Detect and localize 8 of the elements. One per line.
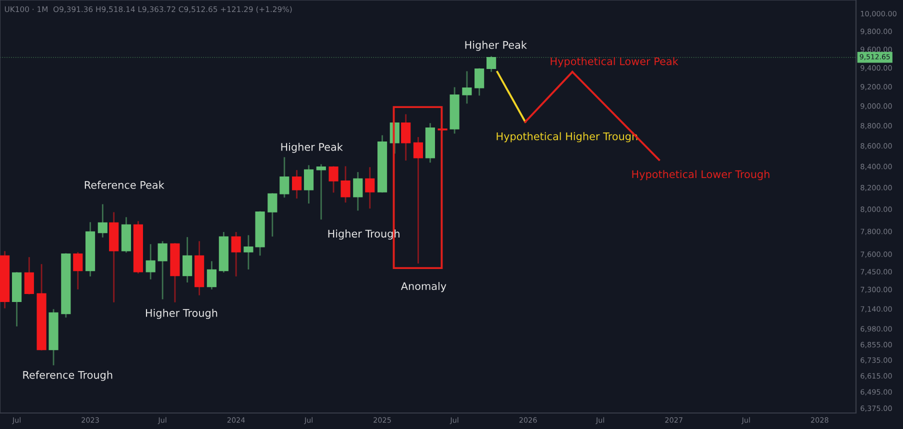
annotation: Reference Trough: [23, 370, 112, 381]
annotation: Anomaly: [400, 282, 446, 292]
annotation: Higher Peak: [465, 40, 527, 51]
annotation: Higher Trough: [146, 308, 218, 319]
annotation: Reference Peak: [84, 180, 164, 189]
text: Hypothetical Lower Trough: [632, 170, 770, 180]
annotation: Higher Peak: [281, 142, 343, 153]
series-label: Hypothetical Lower Peak: [550, 57, 678, 68]
